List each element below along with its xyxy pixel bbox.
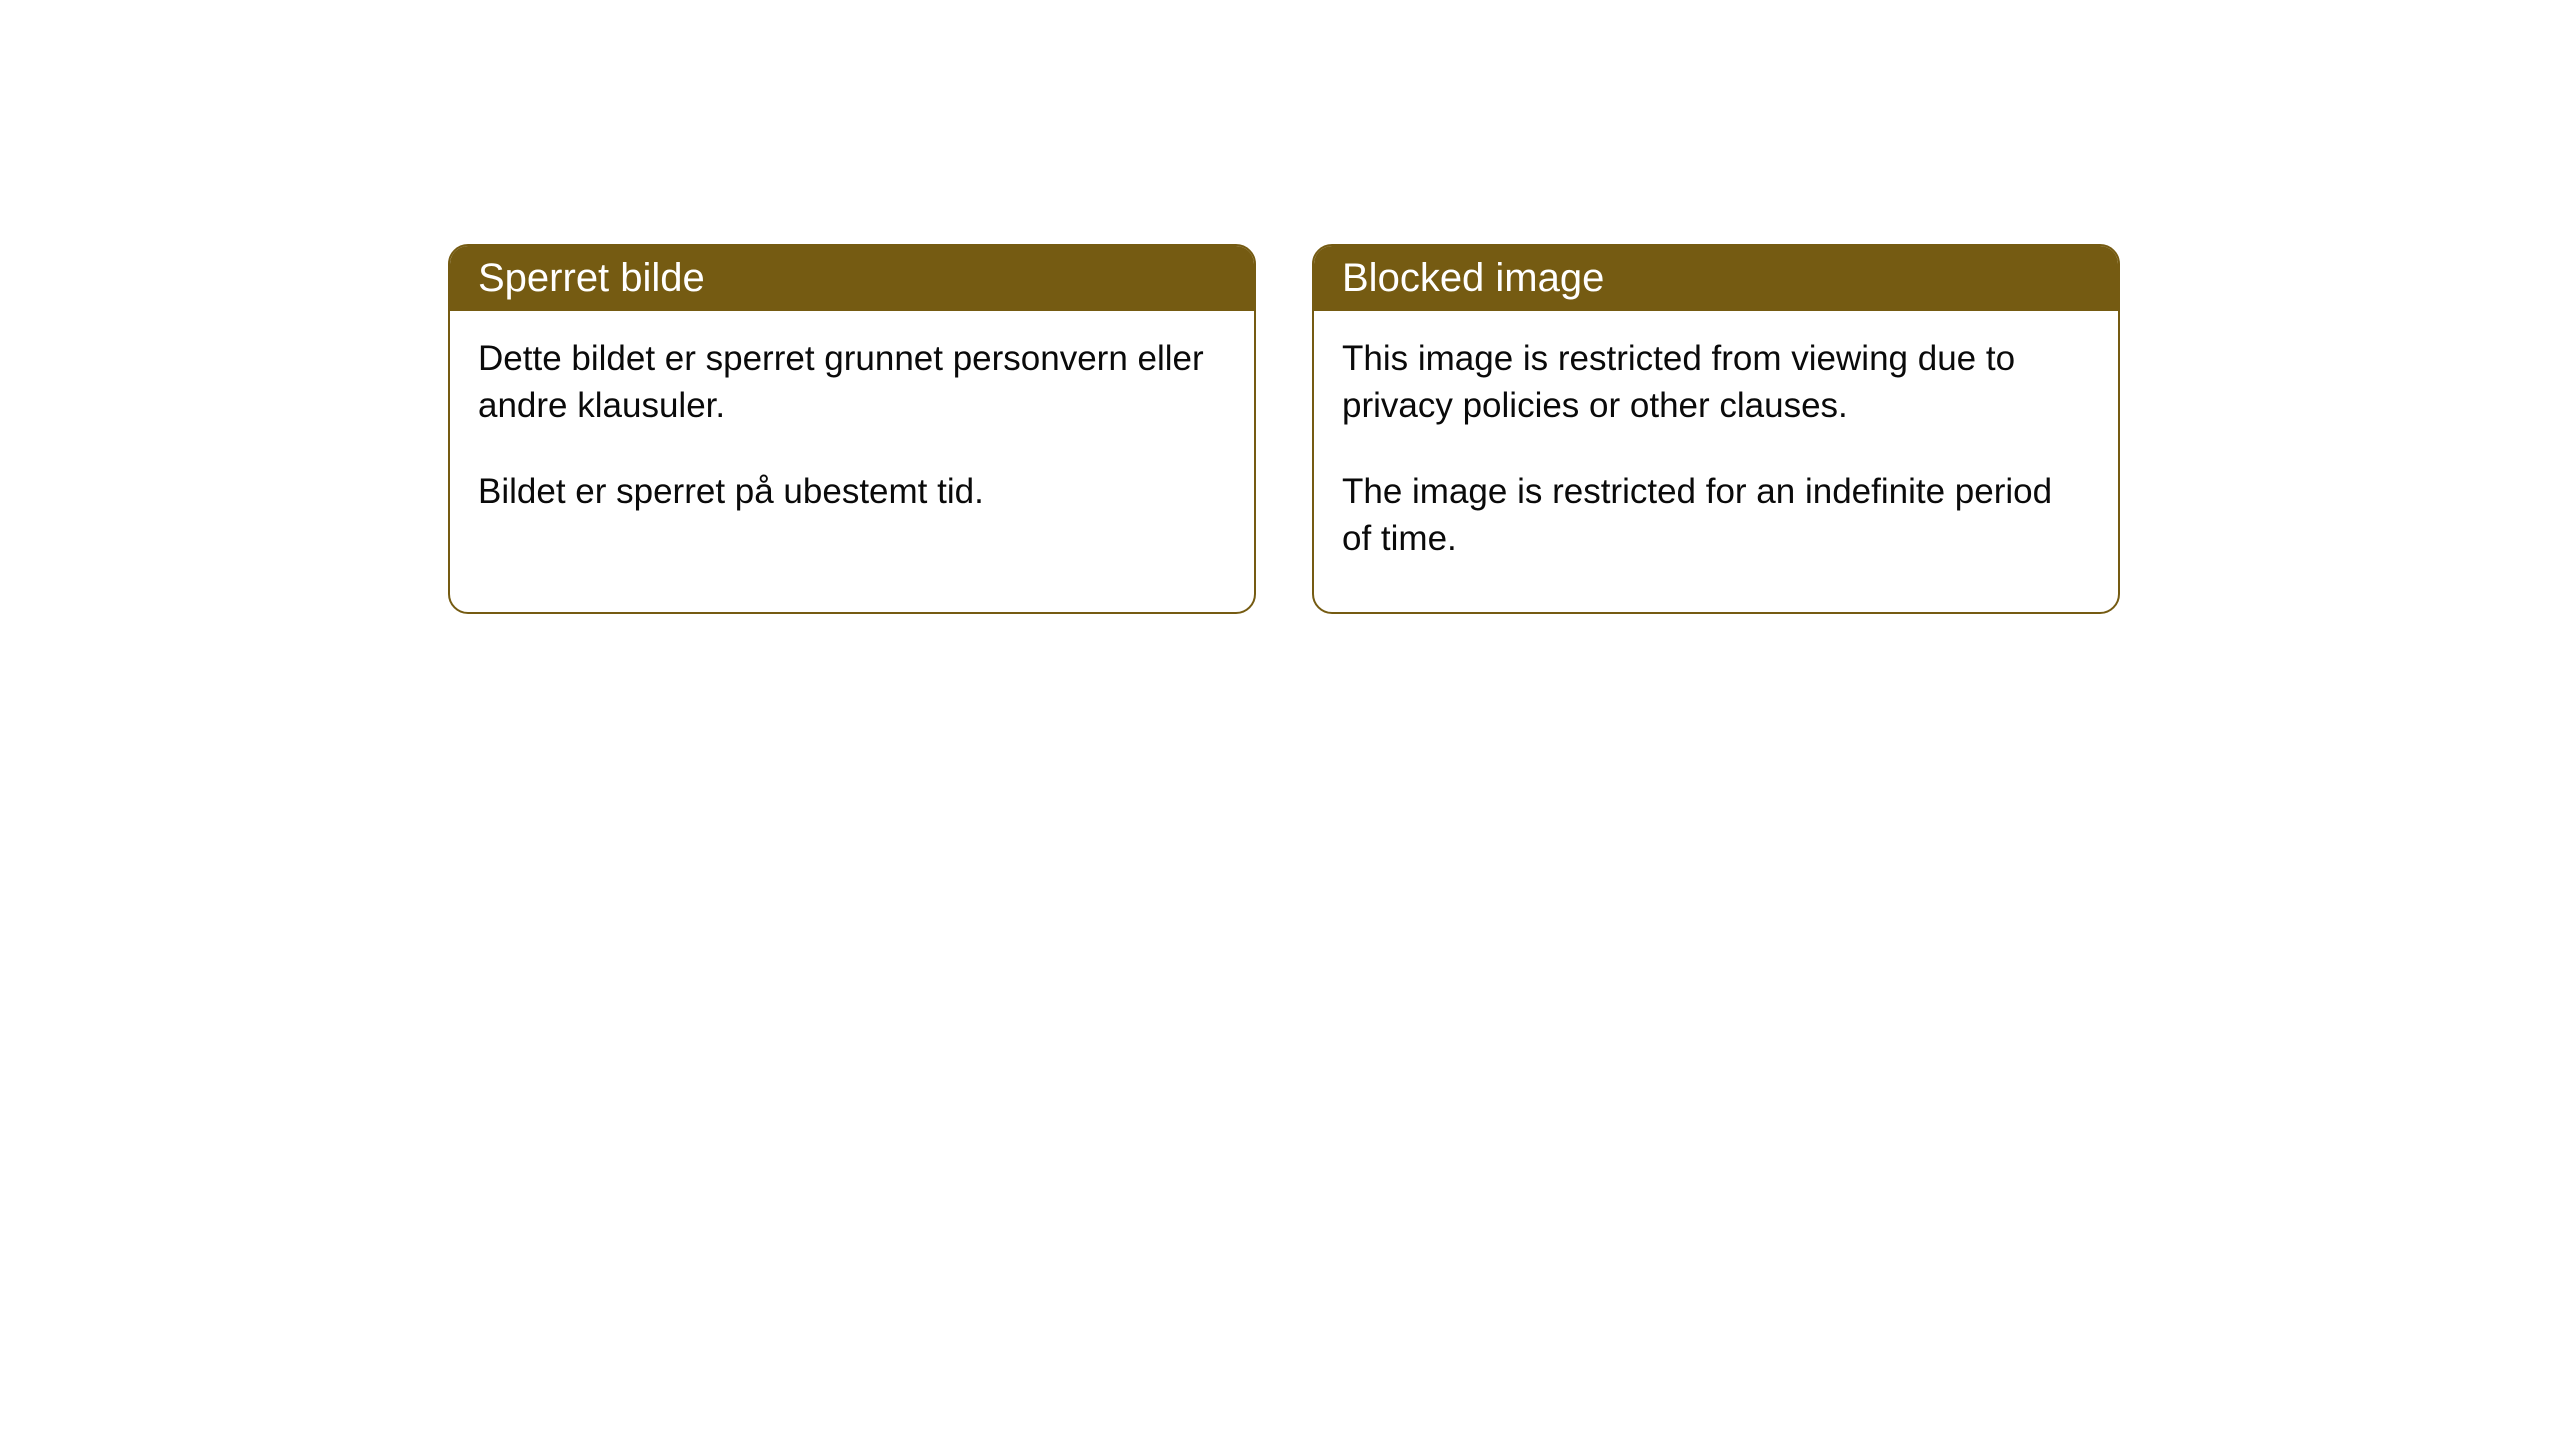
cards-container: Sperret bilde Dette bildet er sperret gr… [0,0,2560,614]
blocked-image-card-en: Blocked image This image is restricted f… [1312,244,2120,614]
blocked-image-card-no: Sperret bilde Dette bildet er sperret gr… [448,244,1256,614]
card-body-no: Dette bildet er sperret grunnet personve… [450,311,1254,565]
card-header-no: Sperret bilde [450,246,1254,311]
card-header-en: Blocked image [1314,246,2118,311]
card-paragraph-no-2: Bildet er sperret på ubestemt tid. [478,468,1226,515]
card-body-en: This image is restricted from viewing du… [1314,311,2118,612]
card-paragraph-en-1: This image is restricted from viewing du… [1342,335,2090,430]
card-paragraph-en-2: The image is restricted for an indefinit… [1342,468,2090,563]
card-paragraph-no-1: Dette bildet er sperret grunnet personve… [478,335,1226,430]
